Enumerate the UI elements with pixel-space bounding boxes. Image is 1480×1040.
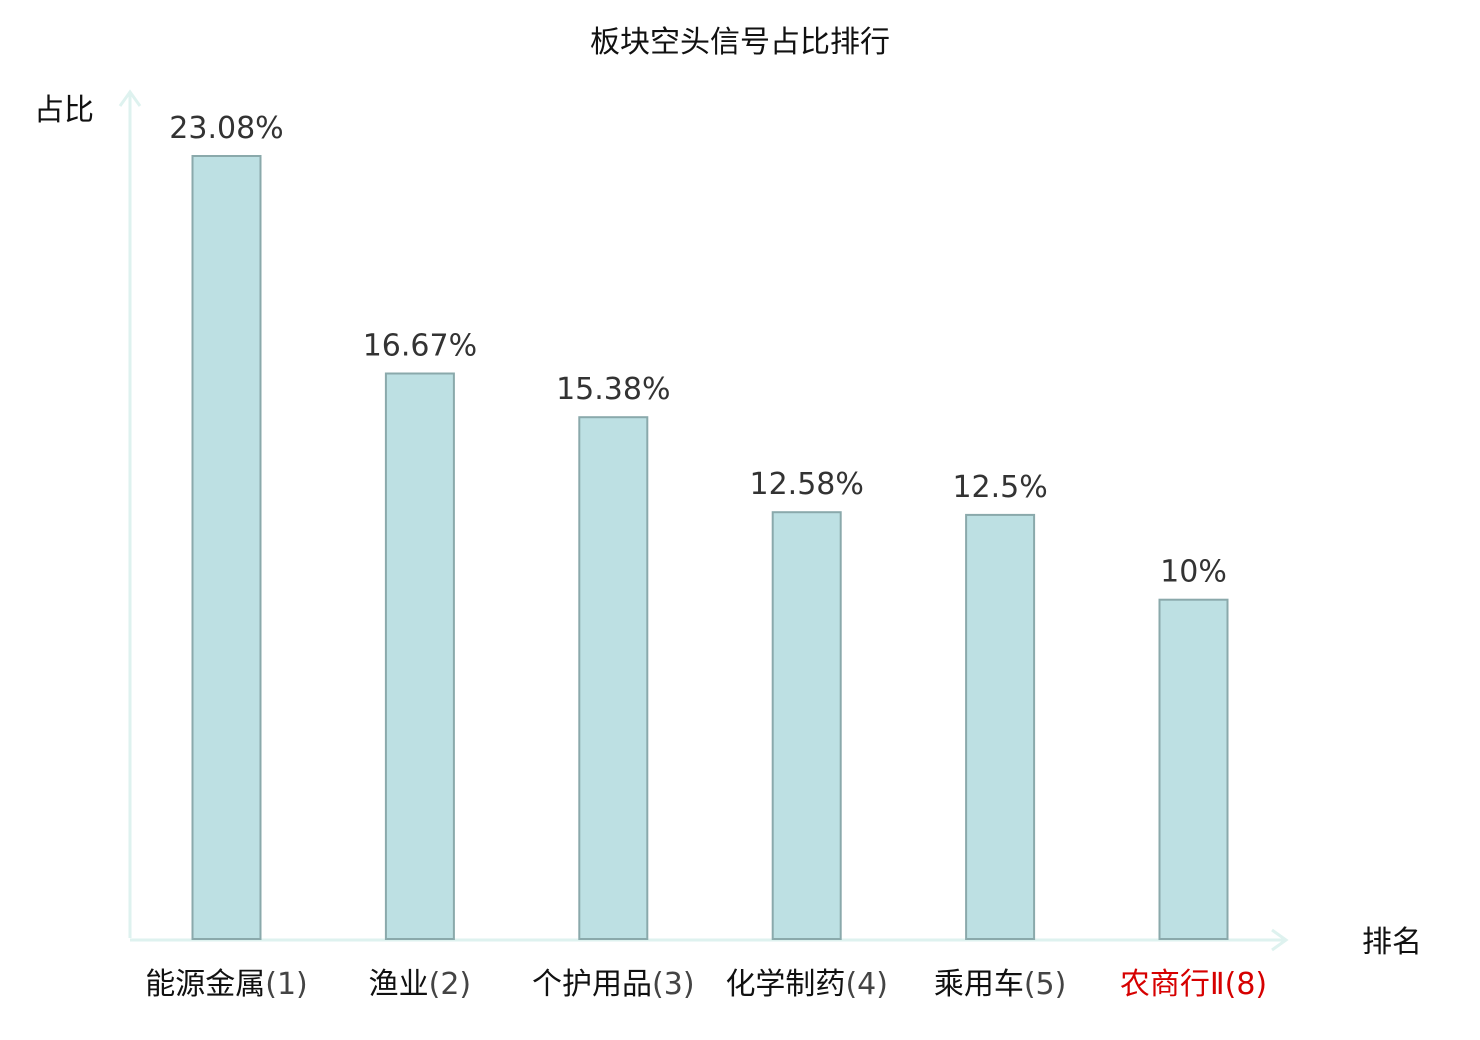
chart-title: 板块空头信号占比排行 (590, 25, 890, 60)
category-rank-6: (8) (1225, 967, 1268, 1002)
bar-2 (384, 372, 455, 940)
category-rank-1: (1) (265, 967, 308, 1002)
value-label-2: 16.67% (363, 329, 477, 364)
category-name-3: 个护用品 (532, 967, 652, 1002)
category-labels-group: 能源金属(1) 渔业(2) 个护用品(3) 化学制药(4) 乘用车(5) 农商行Ⅱ(8) (145, 967, 1267, 1002)
category-label-4: 化学制药(4) (725, 967, 888, 1002)
category-label-1: 能源金属(1) (145, 967, 308, 1002)
bar-1 (191, 155, 262, 940)
bar-4 (771, 511, 842, 940)
value-labels-group: 23.08% 16.67% 15.38% 12.58% 12.5% 10% (169, 111, 1227, 590)
value-label-5: 12.5% (952, 470, 1047, 505)
category-rank-5: (5) (1024, 967, 1067, 1002)
x-axis-label: 排名 (1362, 925, 1422, 960)
bar-6 (1158, 598, 1229, 940)
category-name-1: 能源金属 (145, 967, 265, 1002)
bar-3 (578, 416, 649, 940)
value-label-1: 23.08% (169, 111, 283, 146)
category-rank-3: (3) (652, 967, 695, 1002)
y-axis-label: 占比 (34, 93, 94, 128)
category-label-5: 乘用车(5) (934, 967, 1067, 1002)
category-label-2: 渔业(2) (369, 967, 472, 1002)
category-name-6: 农商行Ⅱ (1120, 967, 1225, 1002)
category-name-4: 化学制药 (725, 967, 845, 1002)
category-name-2: 渔业 (369, 967, 429, 1002)
category-name-5: 乘用车 (934, 967, 1024, 1002)
bar-5 (965, 513, 1036, 941)
x-axis-arrow (1271, 928, 1289, 952)
y-axis (118, 89, 142, 938)
category-rank-2: (2) (429, 967, 472, 1002)
category-label-6: 农商行Ⅱ(8) (1120, 967, 1267, 1002)
value-label-6: 10% (1160, 555, 1227, 590)
value-label-4: 12.58% (750, 467, 864, 502)
value-label-3: 15.38% (556, 372, 670, 407)
category-rank-4: (4) (845, 967, 888, 1002)
bars-group (191, 155, 1229, 941)
category-label-3: 个护用品(3) (532, 967, 695, 1002)
x-axis (130, 928, 1289, 952)
y-axis-arrow (118, 89, 142, 107)
